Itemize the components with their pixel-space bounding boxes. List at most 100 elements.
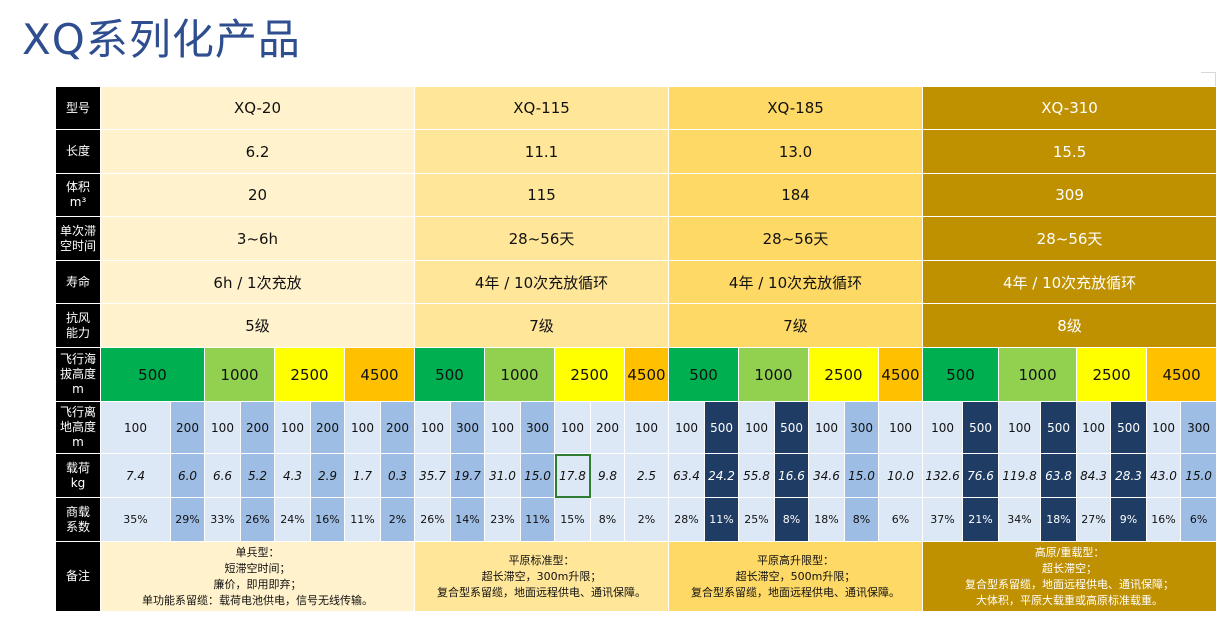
note-line: 超长滞空，300m升限； — [481, 569, 602, 583]
note-line: 大体积，平原大载重或高原标准载重。 — [976, 593, 1164, 607]
payload-cell: 17.8 — [554, 453, 591, 498]
payload-cell: 2.5 — [623, 453, 670, 498]
payload-cell: 31.0 — [484, 453, 521, 498]
life-cell: 4年 / 10次充放循环 — [668, 260, 924, 304]
payload-ratio-cell: 16% — [310, 497, 345, 542]
ground-height-cell: 200 — [240, 401, 275, 454]
payload-cell: 4.3 — [274, 453, 311, 498]
ground-height-cell: 500 — [1040, 401, 1078, 454]
length-cell: 11.1 — [413, 129, 670, 174]
ground-height-cell: 100 — [344, 401, 381, 454]
payload-cell: 7.4 — [100, 453, 171, 498]
altitude-cell: 500 — [668, 347, 740, 402]
note-line: 廉价，即用即弃； — [213, 577, 302, 591]
note-line: 单兵型： — [235, 545, 280, 559]
payload-ratio-cell: 14% — [450, 497, 485, 542]
payload-label-line: kg — [70, 475, 86, 490]
payload-ratio-cell: 26% — [240, 497, 275, 542]
payload-ratio-label-line: 系数 — [65, 519, 90, 534]
payload-cell: 2.9 — [310, 453, 345, 498]
altitude-cell: 4500 — [623, 347, 670, 402]
payload-ratio-cell: 8% — [844, 497, 880, 542]
payload-ratio-cell: 37% — [922, 497, 964, 542]
payload-cell: 15.0 — [520, 453, 555, 498]
wind-resistance-cell: 5级 — [100, 303, 415, 348]
payload-ratio-cell: 33% — [204, 497, 241, 542]
wind-resistance-label-line: 能力 — [65, 325, 90, 340]
length-cell: 15.5 — [922, 129, 1218, 174]
note-line: 单功能系留缆：载荷电池供电，信号无线传输。 — [142, 593, 373, 607]
payload-cell: 6.0 — [170, 453, 205, 498]
endurance-cell: 28~56天 — [413, 216, 670, 261]
ground-height-cell: 300 — [844, 401, 880, 454]
altitude-cell: 500 — [414, 347, 485, 402]
ground-height-cell: 100 — [100, 401, 171, 454]
payload-cell: 15.0 — [844, 453, 880, 498]
ground-height-cell: 100 — [1076, 401, 1112, 454]
payload-ratio-cell: 8% — [590, 497, 625, 542]
ground-height-label-line: m — [72, 435, 84, 449]
wind-resistance-label-line: 抗风 — [65, 310, 90, 325]
volume-cell: 115 — [413, 173, 670, 217]
altitude-cell: 2500 — [274, 347, 345, 402]
altitude-cell: 1000 — [484, 347, 555, 402]
length-label-line: 长度 — [65, 144, 90, 158]
payload-cell: 28.3 — [1110, 453, 1148, 498]
altitude-cell: 1000 — [998, 347, 1078, 402]
ground-height-cell: 100 — [998, 401, 1042, 454]
ground-height-cell: 100 — [204, 401, 241, 454]
ground-height-cell: 300 — [1180, 401, 1218, 454]
notes-cell: 平原标准型： 超长滞空，300m升限； 复合型系留缆，地面远程供电、通讯保障。 — [413, 541, 670, 612]
payload-cell: 9.8 — [590, 453, 625, 498]
ground-height-cell: 100 — [668, 401, 706, 454]
payload-ratio-cell: 6% — [1180, 497, 1218, 542]
note-line: 平原高升限型： — [757, 553, 835, 567]
life-cell: 4年 / 10次充放循环 — [413, 260, 670, 304]
volume-cell: 184 — [668, 173, 924, 217]
model-cell: XQ-20 — [100, 86, 415, 130]
payload-ratio-cell: 24% — [274, 497, 311, 542]
payload-ratio-cell: 18% — [808, 497, 846, 542]
altitude-cell: 2500 — [1076, 347, 1148, 402]
note-line: 复合型系留缆，地面远程供电、通讯保障； — [965, 577, 1175, 591]
ground-height-cell: 500 — [962, 401, 1000, 454]
payload-ratio-cell: 23% — [484, 497, 521, 542]
payload-cell: 63.8 — [1040, 453, 1078, 498]
payload-ratio-cell: 28% — [668, 497, 706, 542]
ground-height-cell: 200 — [590, 401, 625, 454]
payload-cell: 10.0 — [878, 453, 924, 498]
altitude-cell: 4500 — [344, 347, 415, 402]
payload-label-line: 载荷 — [65, 460, 90, 475]
endurance-label-line: 单次滞 — [59, 223, 96, 238]
payload-ratio-cell: 21% — [962, 497, 1000, 542]
ground-height-cell: 100 — [414, 401, 451, 454]
payload-ratio-cell: 16% — [1146, 497, 1182, 542]
ground-height-cell: 200 — [380, 401, 415, 454]
payload-cell: 63.4 — [668, 453, 706, 498]
ground-height-cell: 100 — [484, 401, 521, 454]
ground-height-cell: 100 — [274, 401, 311, 454]
altitude-cell: 2500 — [808, 347, 880, 402]
ground-height-cell: 100 — [554, 401, 591, 454]
ground-height-cell: 500 — [704, 401, 740, 454]
endurance-label-line: 空时间 — [59, 238, 96, 253]
ground-height-cell: 100 — [922, 401, 964, 454]
payload-cell: 84.3 — [1076, 453, 1112, 498]
ground-height-label-line: 地高度 — [59, 420, 96, 434]
note-line: 短滞空时间； — [224, 561, 291, 575]
note-line: 复合型系留缆，地面远程供电、通讯保障。 — [691, 585, 901, 599]
payload-cell: 119.8 — [998, 453, 1042, 498]
ground-height-cell: 100 — [738, 401, 776, 454]
payload-cell: 19.7 — [450, 453, 485, 498]
payload-cell: 43.0 — [1146, 453, 1182, 498]
payload-cell: 15.0 — [1180, 453, 1218, 498]
ground-height-cell: 200 — [170, 401, 205, 454]
payload-ratio-cell: 27% — [1076, 497, 1112, 542]
endurance-cell: 3~6h — [100, 216, 415, 261]
payload-ratio-cell: 11% — [344, 497, 381, 542]
length-cell: 13.0 — [668, 129, 924, 174]
notes-cell: 高原/重载型： 超长滞空； 复合型系留缆，地面远程供电、通讯保障； 大体积，平原大载重… — [922, 541, 1218, 612]
ground-height-cell: 200 — [310, 401, 345, 454]
altitude-cell: 500 — [922, 347, 1000, 402]
note-line: 平原标准型： — [508, 553, 575, 567]
